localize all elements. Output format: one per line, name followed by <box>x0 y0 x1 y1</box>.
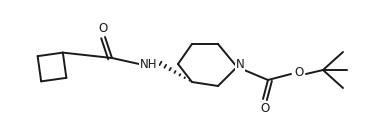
Text: NH: NH <box>140 58 158 70</box>
Text: O: O <box>261 102 270 114</box>
Text: O: O <box>98 22 107 34</box>
Text: N: N <box>236 58 244 72</box>
Text: O: O <box>294 67 304 79</box>
